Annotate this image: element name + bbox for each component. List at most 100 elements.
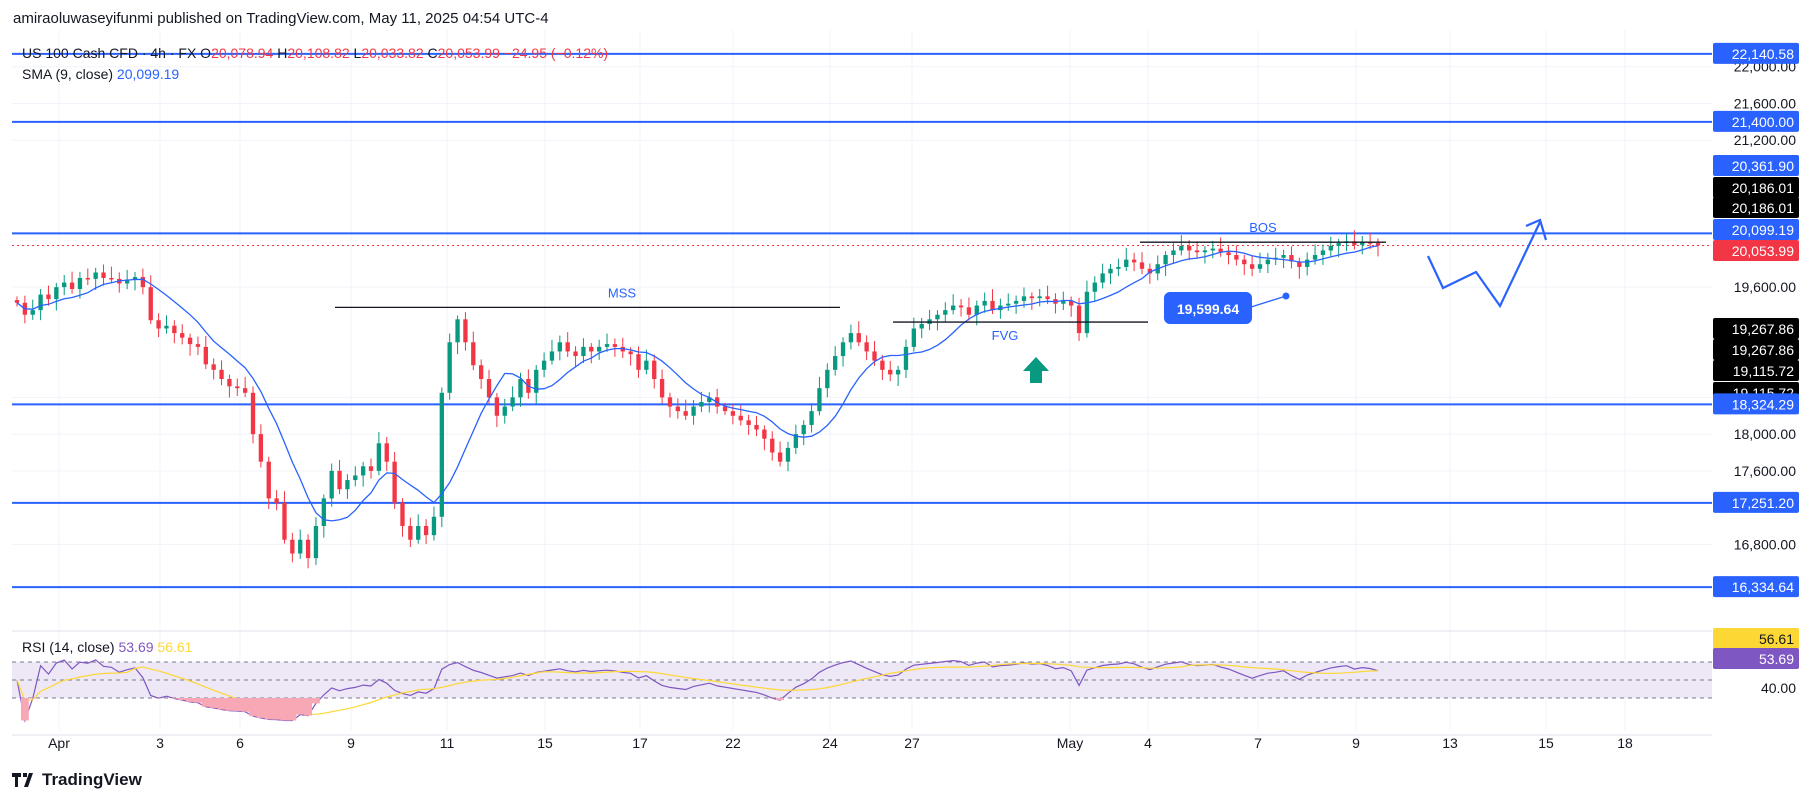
price-label-box [1713,155,1799,176]
candle-body [888,369,893,375]
price-tick-label: 16,800.00 [1734,536,1796,552]
candle-body [628,351,633,355]
price-label: 19,267.86 [1732,342,1794,358]
candle-body [93,272,98,279]
candle-body [1202,250,1208,253]
candle-body [431,516,437,536]
legend-part: 20,053.99 [438,45,504,61]
sma-legend-part: 20,099.19 [117,66,179,82]
brand-label: TradingView [42,770,142,789]
candle-body [1076,305,1082,334]
candle-body [746,420,751,425]
price-label: 19,267.86 [1732,321,1794,337]
candle-body [282,503,287,540]
candle-body [494,397,500,416]
candle-body [180,333,185,338]
level-label-box [1713,393,1799,415]
candle-body [722,406,728,412]
rsi-ma-value-box [1713,628,1799,649]
candle-body [1171,250,1176,256]
price-axis: 16,800.0017,600.0018,000.0018,400.0019,6… [1713,42,1799,598]
candle-body [455,319,460,343]
sma-legend: SMA (9, close) 20,099.19 [22,66,179,82]
candle-body [652,360,657,380]
candle-body [707,397,712,402]
candle-body [911,328,917,347]
candle-body [738,415,743,421]
candle-body [250,392,256,435]
annotations: MSS FVG BOS 19,599.64 [335,218,1548,383]
candle-body [565,342,570,352]
price-label: 20,186.01 [1732,180,1794,196]
candle-body [612,344,618,347]
candle-body [770,438,775,453]
candle-body [1375,243,1381,246]
time-tick-label: 22 [725,735,741,751]
candle-body [486,379,492,398]
candle-body [1367,242,1373,244]
candle-body [1069,300,1074,306]
price-label-box [1713,197,1799,218]
candle-body [935,314,940,320]
level-label: 21,400.00 [1732,114,1794,130]
candle-body [958,305,964,308]
candle-body [1265,259,1271,265]
grid [12,30,1712,730]
price-tick-label: 21,200.00 [1734,132,1796,148]
candle-body [1187,245,1192,251]
candle-body [817,388,822,412]
candle-body [439,392,444,517]
candle-body [62,282,67,288]
candle-body [368,466,374,471]
candle-body [573,351,578,357]
candle-body [400,503,405,526]
candle-body [974,305,979,315]
candle-body [809,411,814,425]
candle-body [298,539,303,554]
time-tick-label: 15 [537,735,553,751]
price-label: 20,099.19 [1732,222,1794,238]
candle-body [1013,300,1019,304]
tradingview-brand[interactable]: TradingView [12,770,142,790]
level-label: 22,140.58 [1732,46,1794,62]
candle-body [754,424,759,430]
rsi-legend-part: 56.61 [157,639,192,655]
candle-body [691,406,696,416]
projection-arrow-icon [1525,218,1548,241]
candle-body [785,447,791,462]
candle-body [1352,241,1357,245]
horizontal-levels [12,52,1712,589]
candle-body [274,498,279,504]
candle-body [943,310,948,315]
candle-body [345,480,350,490]
candle-body [54,287,59,300]
legend-part: 20,108.82 [287,45,353,61]
candle-body [1179,245,1184,251]
candle-body [667,397,673,407]
candle-body [132,277,138,280]
candle-body [447,342,452,393]
time-tick-label: May [1057,735,1083,751]
candle-body [1163,255,1168,265]
candle-body [502,406,507,416]
rsi-legend-part: 53.69 [118,639,157,655]
price-label-box [1713,177,1799,198]
candle-body [604,344,610,347]
candle-body [109,277,114,280]
candle-body [833,356,838,370]
level-label: 16,334.64 [1732,579,1794,595]
time-tick-label: 3 [156,735,164,751]
rsi-legend: RSI (14, close) 53.69 56.61 [22,639,193,655]
rsi-legend-part: RSI (14, close) [22,639,118,655]
candle-body [1139,262,1145,269]
candle-body [211,364,216,370]
candle-body [408,525,413,540]
candle-body [156,320,161,329]
candle-body [384,443,389,462]
candle-body [1108,268,1113,274]
candle-body [1320,250,1326,256]
candle-body [510,397,515,407]
time-axis: Apr 3 6 9 11 15 17 22 24 27 May 4 7 9 13 15 18 [12,734,1712,751]
